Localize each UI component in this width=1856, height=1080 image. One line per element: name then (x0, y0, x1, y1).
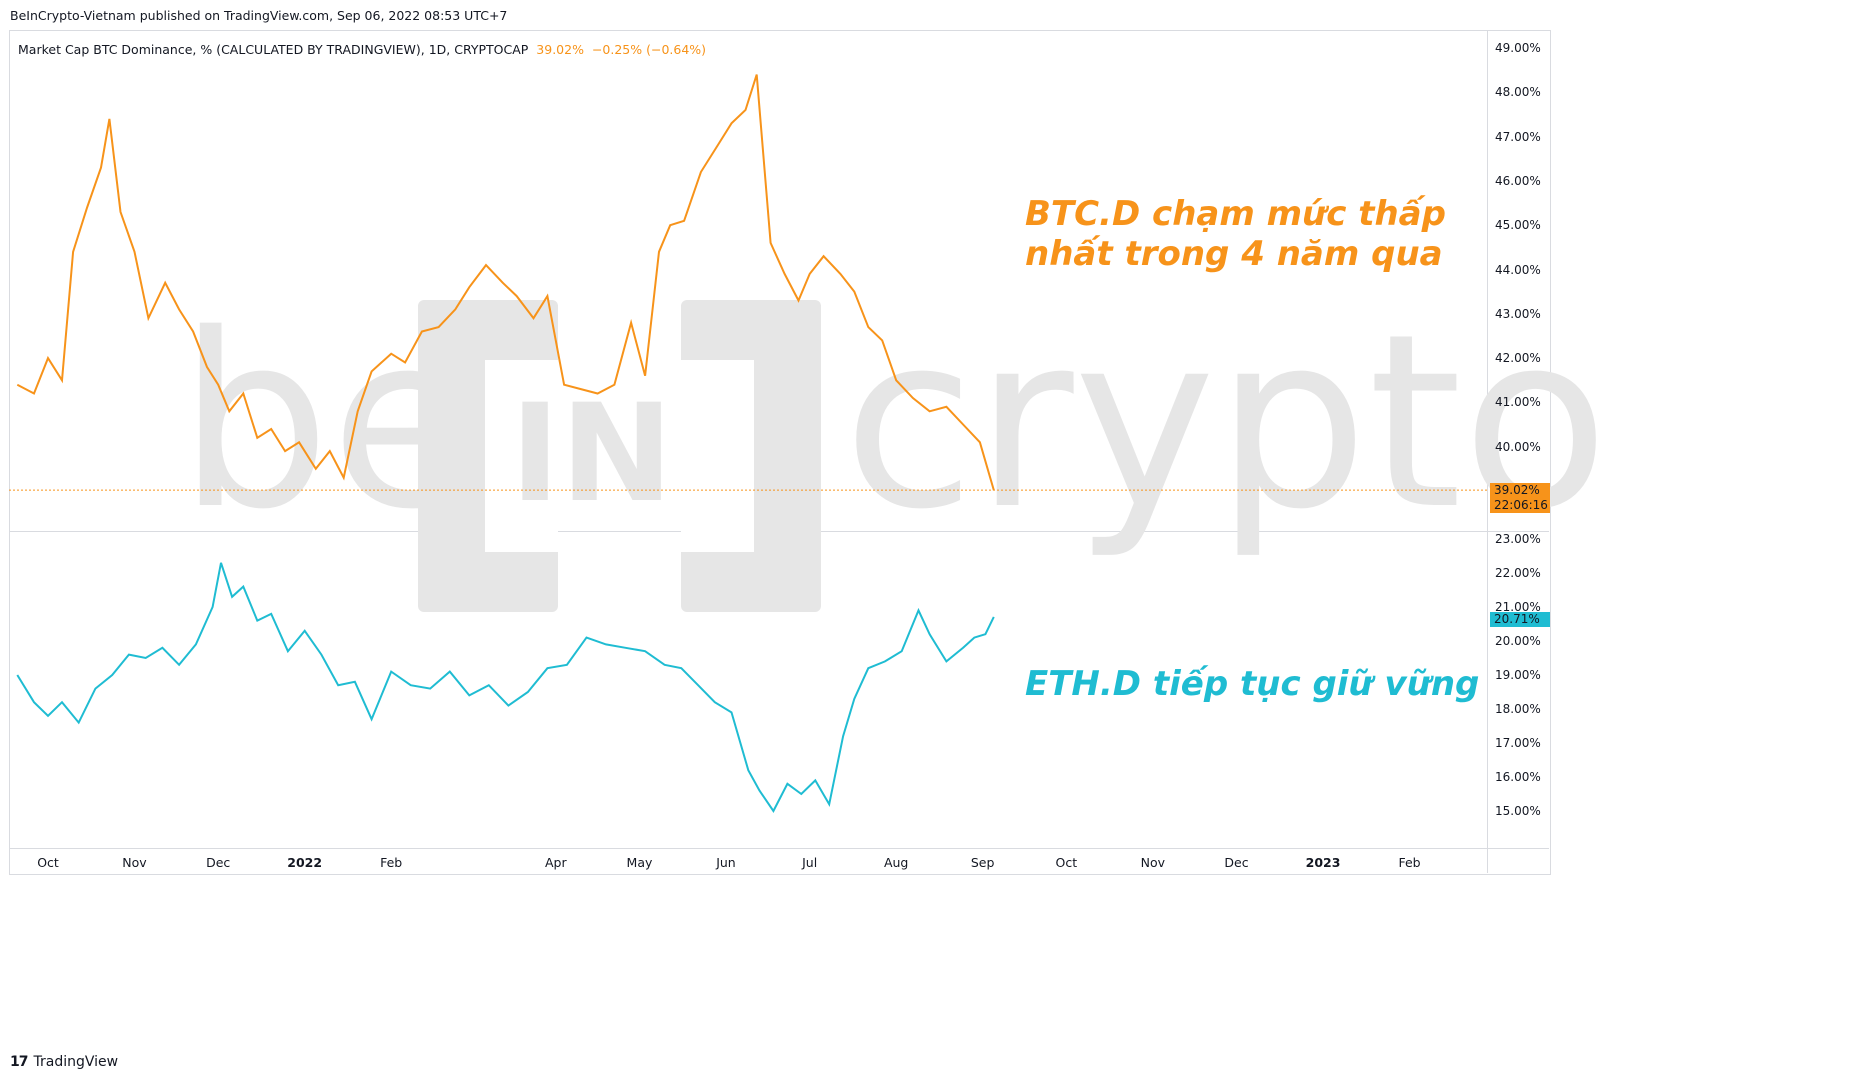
main-pane-frame (9, 30, 1551, 875)
x-tick-label: 2023 (1305, 855, 1341, 870)
eth-annotation: ETH.D tiếp tục giữ vững (1025, 664, 1480, 704)
chart-legend: Market Cap BTC Dominance, % (CALCULATED … (18, 42, 706, 57)
y-tick-label: 46.00% (1495, 173, 1541, 188)
btc-countdown-tag: 22:06:16 (1490, 498, 1550, 513)
published-line: BeInCrypto-Vietnam published on TradingV… (10, 8, 508, 23)
footer[interactable]: 17 TradingView (10, 1054, 118, 1070)
y-tick-label: 22.00% (1495, 566, 1541, 580)
x-tick-label: Nov (1140, 855, 1166, 870)
y-tick-label: 20.00% (1495, 634, 1541, 648)
y-tick-label: 49.00% (1495, 41, 1541, 55)
y-tick-label: 47.00% (1495, 129, 1541, 144)
x-tick-label: Oct (1055, 855, 1078, 870)
y-tick-label: 43.00% (1495, 306, 1541, 321)
tradingview-brand: TradingView (33, 1054, 119, 1070)
btc-annotation-line1: BTC.D chạm mức thấp (1025, 194, 1446, 234)
y-tick-label: 42.00% (1495, 351, 1541, 366)
x-tick-label: 2022 (287, 855, 323, 870)
y-tick-label: 45.00% (1495, 218, 1541, 233)
y-tick-label: 17.00% (1495, 736, 1541, 750)
x-tick-label: Oct (37, 855, 59, 870)
x-tick-label: Dec (206, 855, 231, 870)
time-axis-divider (9, 848, 1549, 849)
x-tick-label: May (626, 855, 653, 870)
x-tick-label: Apr (544, 855, 567, 870)
eth-value-tag: 20.71% (1490, 612, 1550, 627)
y-tick-label: 40.00% (1495, 439, 1541, 454)
btc-value-tag: 39.02% (1490, 483, 1550, 498)
x-tick-label: Dec (1224, 855, 1249, 870)
y-tick-label: 41.00% (1495, 395, 1541, 410)
x-tick-label: Feb (380, 855, 403, 870)
x-tick-label: Aug (883, 855, 909, 870)
y-tick-label: 23.00% (1495, 532, 1541, 546)
y-tick-label: 15.00% (1495, 804, 1541, 818)
x-tick-label: Feb (1398, 855, 1421, 870)
y-tick-label: 48.00% (1495, 85, 1541, 100)
legend-change: −0.25% (−0.64%) (591, 42, 707, 57)
y-tick-label: 44.00% (1495, 262, 1541, 277)
y-tick-label: 19.00% (1495, 668, 1541, 682)
x-tick-label: Nov (122, 855, 147, 870)
legend-title: Market Cap BTC Dominance, % (CALCULATED … (18, 42, 529, 57)
btc-annotation-line2: nhất trong 4 năm qua (1025, 234, 1443, 274)
x-tick-label: Sep (970, 855, 995, 870)
y-tick-label: 18.00% (1495, 702, 1541, 716)
btc-annotation: BTC.D chạm mức thấp nhất trong 4 năm qua (1025, 194, 1446, 274)
legend-value: 39.02% (536, 42, 584, 57)
watermark-in: IN (510, 375, 673, 532)
y-tick-label: 21.00% (1495, 600, 1541, 614)
x-tick-label: Jul (802, 855, 818, 870)
y-tick-label: 16.00% (1495, 770, 1541, 784)
price-axis-divider (1487, 30, 1488, 873)
x-tick-label: Jun (716, 855, 736, 870)
btc-dominance-line (16, 74, 995, 491)
tradingview-logo-icon: 17 (10, 1054, 29, 1070)
watermark-crypto: crypto (843, 282, 1609, 562)
eth-dominance-line (16, 562, 995, 813)
